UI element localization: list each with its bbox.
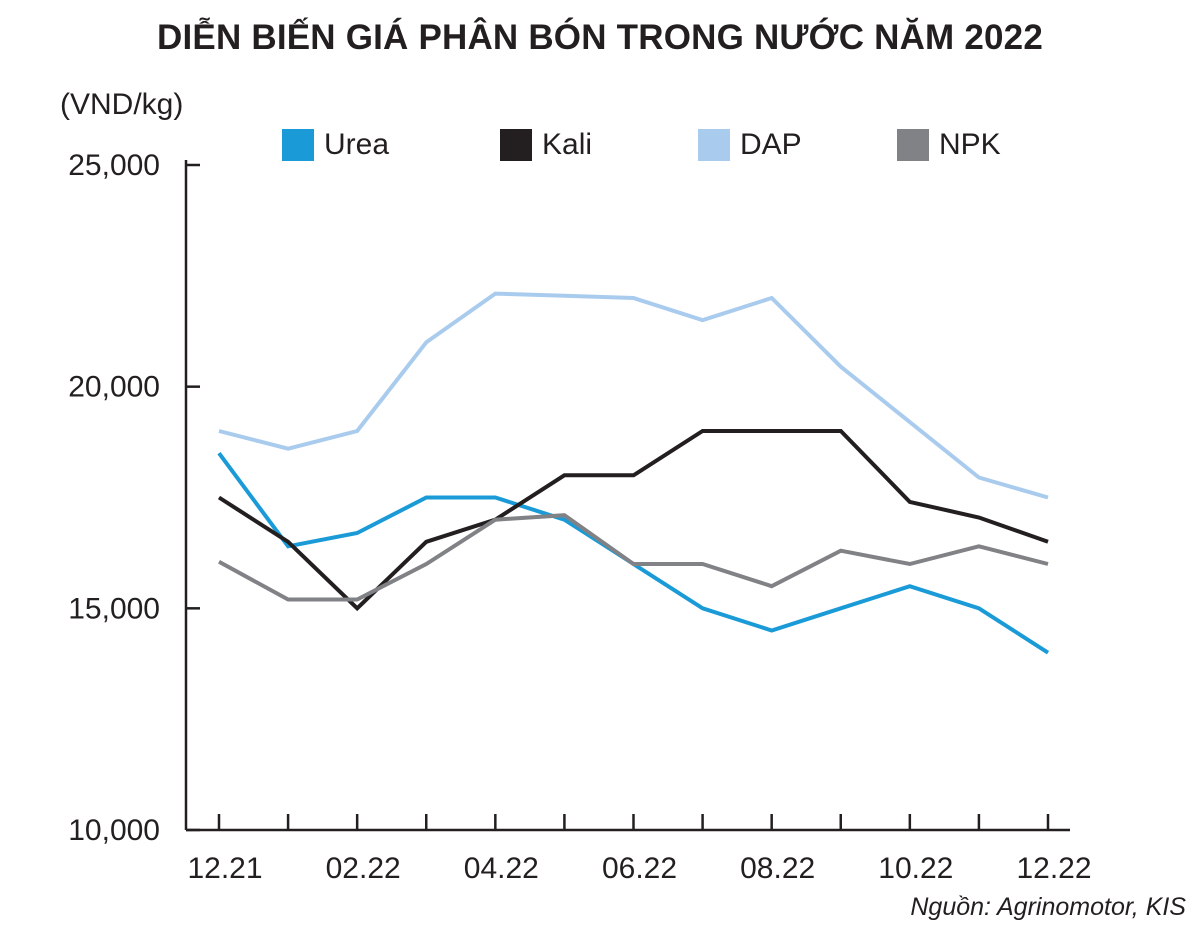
y-tick-label: 25,000 (68, 149, 160, 182)
square-swatch-icon (698, 129, 730, 161)
series-line-urea (217, 452, 1050, 655)
series-line-npk (218, 513, 1049, 602)
y-tick-label: 15,000 (68, 592, 160, 625)
x-tick-label: 12.21 (187, 852, 262, 885)
legend-item-kali[interactable]: Kali (500, 128, 592, 162)
x-tick-label: 02.22 (326, 852, 401, 885)
legend-item-urea[interactable]: Urea (282, 128, 389, 162)
x-tick-label: 04.22 (464, 852, 539, 885)
y-tick-label: 10,000 (68, 814, 160, 847)
legend-label: NPK (939, 128, 1001, 161)
series-line-kali (217, 429, 1049, 612)
legend-label: Urea (324, 128, 390, 161)
square-swatch-icon (282, 129, 314, 161)
y-tick-label: 20,000 (68, 371, 160, 404)
chart-title: DIỄN BIẾN GIÁ PHÂN BÓN TRONG NƯỚC NĂM 20… (157, 18, 1043, 57)
square-swatch-icon (500, 129, 532, 161)
x-tick-label: 08.22 (740, 852, 815, 885)
series-line-dap (218, 291, 1049, 500)
legend-label: Kali (542, 128, 593, 161)
x-tick-label: 06.22 (602, 852, 677, 885)
source-note: Nguồn: Agrinomotor, KIS (910, 893, 1186, 921)
legend-label: DAP (740, 128, 802, 161)
legend-item-dap[interactable]: DAP (698, 128, 802, 162)
x-tick-label: 12.22 (1016, 852, 1091, 885)
x-tick-label: 10.22 (878, 852, 953, 885)
y-axis-unit: (VND/kg) (60, 88, 184, 121)
legend-item-npk[interactable]: NPK (897, 128, 1001, 162)
square-swatch-icon (897, 129, 929, 161)
